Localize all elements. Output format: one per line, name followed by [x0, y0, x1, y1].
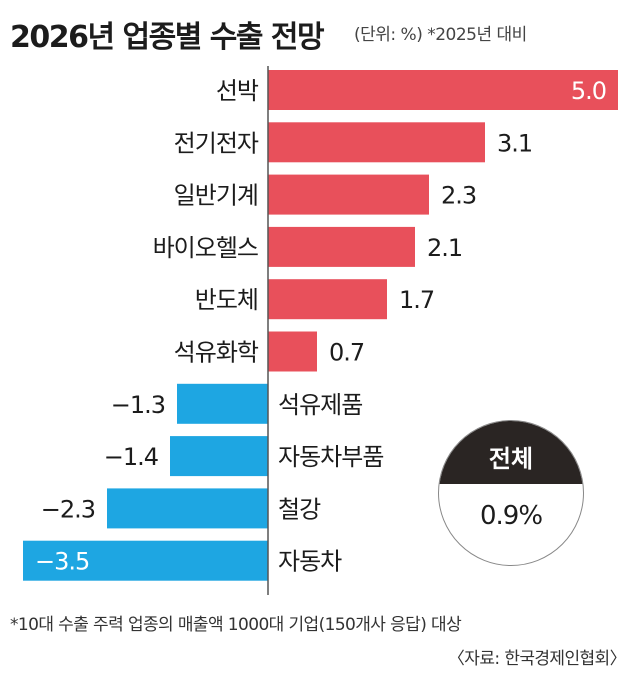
bar-바이오헬스 [268, 226, 415, 267]
total-badge-header [439, 421, 583, 484]
value-label: 5.0 [571, 77, 606, 105]
category-label: 일반기계 [174, 182, 258, 210]
value-label: 3.1 [497, 129, 532, 157]
bars-group [23, 70, 618, 581]
total-label: 전체 [488, 445, 534, 473]
chart-subtitle: (단위: %) *2025년 대비 [354, 25, 527, 45]
category-label: 전기전자 [174, 129, 259, 157]
value-label: 2.3 [441, 182, 476, 210]
category-label: 자동차부품 [278, 443, 383, 471]
bar-자동차 [23, 540, 268, 581]
value-label: −2.3 [41, 495, 95, 523]
chart-header: 2026년 업종별 수출 전망 (단위: %) *2025년 대비 [0, 0, 640, 64]
category-label: 바이오헬스 [153, 234, 258, 262]
bar-chart: 선박 5.0 전기전자 3.1 일반기계 2.3 바이오헬스 2.1 반도체 1.7 석유화학 0.7… [23, 66, 618, 595]
value-label: 1.7 [399, 286, 434, 314]
value-label: 0.7 [329, 339, 364, 367]
category-label: 석유화학 [174, 339, 259, 367]
labels-group: 선박 5.0 전기전자 3.1 일반기계 2.3 바이오헬스 2.1 반도체 1.7 석유화학 0.7… [35, 77, 607, 576]
value-label: −1.4 [104, 443, 158, 471]
bar-철강 [107, 488, 268, 529]
category-label: 선박 [216, 77, 259, 105]
bar-선박 [268, 70, 618, 110]
total-badge: 전체 0.9% [438, 420, 584, 566]
bar-반도체 [268, 279, 387, 320]
bar-전기전자 [268, 122, 485, 163]
category-label: 반도체 [195, 286, 258, 314]
category-label: 석유제품 [278, 391, 362, 419]
category-label: 철강 [278, 495, 321, 523]
footer-source: 〈자료: 한국경제인협회〉 [447, 649, 627, 669]
total-value: 0.9% [479, 501, 543, 531]
bar-일반기계 [268, 174, 429, 215]
bar-석유제품 [177, 383, 268, 424]
category-label: 자동차 [278, 548, 342, 576]
bar-자동차부품 [170, 436, 268, 477]
footer-note: *10대 수출 주력 업종의 매출액 1000대 기업(150개사 응답) 대상 [10, 615, 462, 635]
value-label: −1.3 [111, 391, 165, 419]
chart-title: 2026년 업종별 수출 전망 [10, 20, 325, 55]
value-label: −3.5 [35, 548, 89, 576]
value-label: 2.1 [427, 234, 462, 262]
bar-석유화학 [268, 331, 317, 372]
